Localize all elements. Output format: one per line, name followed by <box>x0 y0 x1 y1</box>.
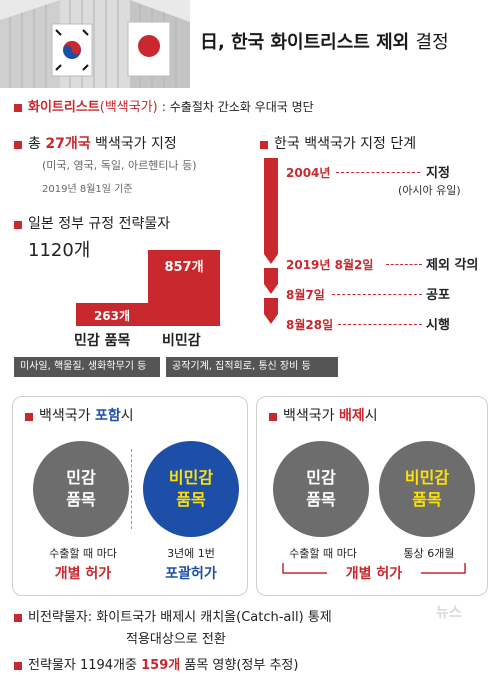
timeline-connector <box>338 324 422 325</box>
total-countries: (미국, 영국, 독일, 아르헨티나 등) <box>42 159 197 172</box>
bullet-icon <box>269 413 277 421</box>
total-line: 총 27개국 백색국가 지정 <box>28 133 177 153</box>
bullet-icon <box>14 104 22 112</box>
note-line-2-suffix: 품목 영향(정부 추정) <box>184 658 299 673</box>
note-line-2-key: 159개 <box>141 658 181 673</box>
note-line-2: 전략물자 1194개중 159개 품목 영향(정부 추정) <box>28 654 298 673</box>
timeline-label-4: 시행 <box>426 318 450 333</box>
circle-civil-line2: 품목 <box>306 490 336 509</box>
note-line-2-prefix: 전략물자 1194개중 <box>28 658 137 673</box>
noncivil-name: 비민감 <box>162 333 201 349</box>
bar-noncivil-value: 857개 <box>164 260 204 275</box>
building-flags-illustration <box>0 0 190 88</box>
timeline-label-3: 공포 <box>426 288 450 303</box>
circle-civil-line1: 민감 <box>66 468 96 487</box>
page-title: 日, 한국 화이트리스트 제외 결정 <box>200 28 449 54</box>
bar-civil-value: 263개 <box>93 309 131 323</box>
bar-noncivil <box>148 250 220 326</box>
bar-civil <box>76 303 148 326</box>
circle-civil-line2: 품목 <box>66 490 96 509</box>
circle-noncivil: 비민감 품목 <box>143 441 239 537</box>
include-left-desc: 수출할 때 마다 <box>49 547 117 560</box>
title-main: 日, 한국 화이트리스트 제외 <box>200 32 410 53</box>
civil-examples: 미사일, 핵물질, 생화학무기 등 <box>14 357 160 377</box>
timeline-label-2: 제외 각의 <box>426 258 479 273</box>
timeline-connector <box>332 294 422 295</box>
exclude-result: 개별 허가 <box>345 566 403 582</box>
circle-civil-line1: 민감 <box>306 468 336 487</box>
timeline-connector <box>336 172 420 173</box>
bullet-icon <box>25 413 33 421</box>
circle-civil: 민감 품목 <box>33 441 129 537</box>
note-line-1a: 비전략물자: 화이트국가 배제시 캐치올(Catch-all) 통제 <box>28 610 332 625</box>
watermark: 뉴스 <box>436 605 462 621</box>
panel-exclude-title: 백색국가 배제시 <box>283 405 378 425</box>
timeline-date-2: 2019년 8월2일 <box>286 258 374 272</box>
timeline-date-1: 2004년 <box>286 166 331 180</box>
bullet-icon <box>260 141 268 149</box>
timeline-connector <box>386 264 422 265</box>
exclude-right-desc: 통상 6개월 <box>403 547 455 560</box>
strategic-title: 일본 정부 규정 전략물자 <box>28 216 171 232</box>
bullet-icon <box>14 141 22 149</box>
whitelist-definition: 화이트리스트(백색국가) : 수출절차 간소화 우대국 명단 <box>28 96 314 115</box>
note-line-1b: 적용대상으로 전환 <box>126 632 226 647</box>
panel-exclude: 백색국가 배제시 민감 품목 비민감 품목 수출할 때 마다 통상 6개월 개별… <box>256 396 488 596</box>
panel-exclude-title-prefix: 백색국가 <box>283 408 335 424</box>
strategic-total: 1120개 <box>28 240 91 261</box>
noncivil-examples: 공작기계, 집적회로, 통신 장비 등 <box>166 357 338 377</box>
circle-noncivil: 비민감 품목 <box>379 441 475 537</box>
timeline-label-1: 지정 <box>426 166 450 181</box>
title-sub: 결정 <box>415 32 449 53</box>
circle-civil: 민감 품목 <box>273 441 369 537</box>
circle-noncivil-line1: 비민감 <box>168 468 214 487</box>
include-right-result: 포괄허가 <box>165 566 217 582</box>
timeline-date-4: 8월28일 <box>286 318 334 332</box>
timeline-date-3: 8월7일 <box>286 288 325 302</box>
civil-name: 민감 품목 <box>74 333 131 349</box>
whitelist-desc: : 수출절차 간소화 우대국 명단 <box>161 100 314 114</box>
panel-exclude-title-suffix: 시 <box>364 408 378 424</box>
total-prefix: 총 <box>28 136 41 152</box>
panel-include-title-prefix: 백색국가 <box>39 408 91 424</box>
panel-include-title-key: 포함 <box>94 408 121 424</box>
total-basis: 2019년 8월1일 기준 <box>42 184 133 195</box>
panel-exclude-title-key: 배제 <box>338 408 365 424</box>
exclude-left-desc: 수출할 때 마다 <box>289 547 357 560</box>
timeline-note-1: (아시아 유일) <box>398 184 461 197</box>
include-right-desc: 3년에 1번 <box>167 547 215 560</box>
bullet-icon <box>14 614 22 622</box>
circle-noncivil-line1: 비민감 <box>404 468 450 487</box>
exclude-bracket <box>282 563 466 574</box>
include-left-result: 개별 허가 <box>54 566 112 582</box>
whitelist-paren: (백색국가) <box>99 100 158 115</box>
header-banner: 日, 한국 화이트리스트 제외 결정 <box>0 0 499 88</box>
total-count: 27개국 <box>45 136 91 152</box>
whitelist-term: 화이트리스트 <box>28 100 100 115</box>
bullet-icon <box>14 662 22 670</box>
panel-include-title-suffix: 시 <box>120 408 134 424</box>
panel-include: 백색국가 포함시 민감 품목 비민감 품목 수출할 때 마다 개별 허가 3년에… <box>12 396 248 596</box>
total-suffix: 백색국가 지정 <box>95 136 177 152</box>
bullet-icon <box>14 221 22 229</box>
circle-noncivil-line2: 품목 <box>412 490 442 509</box>
panel-include-title: 백색국가 포함시 <box>39 405 134 425</box>
circle-noncivil-line2: 품목 <box>176 490 206 509</box>
timeline-arrow <box>264 158 278 324</box>
panel-divider <box>131 449 132 529</box>
timeline-title: 한국 백색국가 지정 단계 <box>274 136 417 152</box>
